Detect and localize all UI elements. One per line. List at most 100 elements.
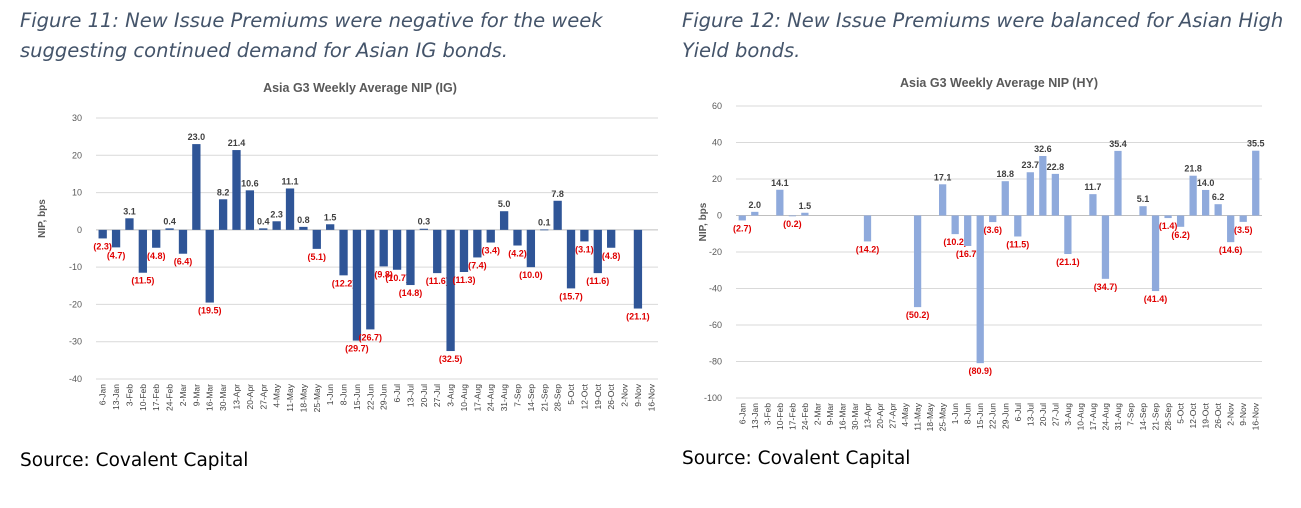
x-tick-label: 18-May xyxy=(298,383,308,412)
data-label: 1.5 xyxy=(799,201,812,211)
hy-nip-chart: Asia G3 Weekly Average NIP (HY) NIP, bps 6… xyxy=(698,76,1265,431)
x-tick-label: 9-Nov xyxy=(1238,402,1248,425)
bar xyxy=(285,188,295,230)
x-tick-label: 28-Sep xyxy=(553,384,563,412)
x-tick-label: 16-Nov xyxy=(1251,402,1261,430)
bar xyxy=(1101,215,1110,279)
data-label: (4.8) xyxy=(602,251,621,261)
bar xyxy=(205,229,214,303)
source-left: Source: Covalent Capital xyxy=(20,450,249,471)
y-tick-label: -10 xyxy=(69,262,82,272)
data-label: 5.1 xyxy=(1137,194,1150,204)
bar xyxy=(593,229,602,274)
y-tick-label: -40 xyxy=(709,284,722,294)
data-label: 5.0 xyxy=(498,199,511,209)
bar xyxy=(1214,204,1222,216)
x-tick-label: 14-Sep xyxy=(1138,403,1148,431)
x-tick-label: 17-Feb xyxy=(151,384,161,411)
x-tick-label: 15-Jun xyxy=(975,403,985,429)
data-label: (16.7) xyxy=(956,249,980,259)
bar xyxy=(232,150,241,230)
data-label: (4.8) xyxy=(147,251,166,261)
x-tick-label: 15-Jun xyxy=(352,384,362,410)
bar xyxy=(178,229,188,254)
bar xyxy=(1151,215,1160,292)
y-tick-label: 30 xyxy=(72,113,82,123)
data-label: (1.4) xyxy=(1159,221,1178,231)
data-label: 23.7 xyxy=(1022,160,1040,170)
x-tick-label: 27-Jul xyxy=(432,384,442,407)
x-tick-label: 20-Apr xyxy=(245,384,255,410)
bar xyxy=(192,144,201,230)
figure-12-caption: Figure 12: New Issue Premiums were balan… xyxy=(682,9,1284,62)
bar xyxy=(433,229,442,274)
data-label: (2.3) xyxy=(93,241,112,251)
bar xyxy=(1189,175,1197,216)
data-label: 1.5 xyxy=(324,212,337,222)
bar xyxy=(1014,215,1022,237)
data-label: 22.8 xyxy=(1047,162,1065,172)
x-tick-label: 13-Jul xyxy=(405,384,415,407)
y-tick-label: 0 xyxy=(717,211,722,221)
bar xyxy=(607,229,616,248)
x-tick-label: 9-Mar xyxy=(191,384,201,406)
data-label: (6.2) xyxy=(1171,230,1190,240)
bar xyxy=(419,228,428,230)
x-tick-label: 22-Jun xyxy=(365,384,375,410)
bar xyxy=(976,215,984,364)
x-tick-label: 10-Feb xyxy=(775,403,785,430)
x-tick-label: 24-Aug xyxy=(486,384,496,412)
bar xyxy=(1139,206,1147,216)
data-label: (19.5) xyxy=(198,306,222,316)
data-label: 11.7 xyxy=(1084,182,1101,192)
x-tick-label: 19-Oct xyxy=(1201,402,1211,428)
data-label: (11.5) xyxy=(131,276,154,286)
x-tick-label: 5-Oct xyxy=(1176,402,1186,423)
x-tick-label: 6-Jul xyxy=(1013,403,1023,422)
data-label: 0.4 xyxy=(163,216,176,226)
y-tick-label: -60 xyxy=(709,320,722,330)
bar xyxy=(1164,215,1172,219)
x-tick-label: 13-Apr xyxy=(232,384,242,410)
data-label: (7.4) xyxy=(468,260,487,270)
y-tick-label: 60 xyxy=(712,101,722,111)
x-tick-label: 8-Jun xyxy=(963,403,973,425)
data-label: 8.2 xyxy=(217,187,230,197)
ig-nip-chart: Asia G3 Weekly Average NIP (IG) NIP, bps 3… xyxy=(37,81,658,412)
x-tick-label: 10-Aug xyxy=(459,384,469,412)
data-label: (11.5) xyxy=(1006,239,1029,249)
bar xyxy=(339,229,348,276)
data-label: (11.6) xyxy=(426,276,449,286)
data-label: 7.8 xyxy=(551,189,564,199)
data-label: 2.0 xyxy=(749,200,762,210)
data-label: (12.2) xyxy=(332,278,356,288)
data-label: 14.1 xyxy=(771,178,789,188)
data-label: (21.1) xyxy=(1056,257,1080,267)
data-label: (2.7) xyxy=(733,223,752,233)
bar xyxy=(989,215,997,223)
x-tick-label: 27-Jul xyxy=(1050,403,1060,426)
bar xyxy=(125,218,134,230)
bar xyxy=(1252,150,1260,216)
y-tick-label: -80 xyxy=(709,357,722,367)
bar xyxy=(566,229,576,289)
x-tick-label: 16-Mar xyxy=(205,384,215,411)
y-tick-label: -100 xyxy=(704,393,722,403)
bar xyxy=(406,229,415,286)
x-tick-label: 6-Jan xyxy=(737,403,747,425)
x-tick-label: 6-Jul xyxy=(392,384,402,403)
x-tick-label: 11-May xyxy=(285,383,295,411)
x-tick-label: 31-Aug xyxy=(499,384,509,412)
x-tick-label: 10-Aug xyxy=(1075,403,1085,431)
x-tick-label: 24-Feb xyxy=(165,384,175,411)
bar xyxy=(1089,194,1097,216)
x-tick-label: 20-Jul xyxy=(1038,403,1048,426)
x-tick-label: 9-Nov xyxy=(633,383,643,406)
bar xyxy=(1202,189,1210,216)
data-label: (14.6) xyxy=(1219,245,1243,255)
x-tick-label: 30-Mar xyxy=(850,403,860,430)
data-label: (0.2) xyxy=(783,219,802,229)
data-label: 11.1 xyxy=(282,176,299,186)
bar xyxy=(1114,150,1122,216)
y-tick-label: 40 xyxy=(712,138,722,148)
